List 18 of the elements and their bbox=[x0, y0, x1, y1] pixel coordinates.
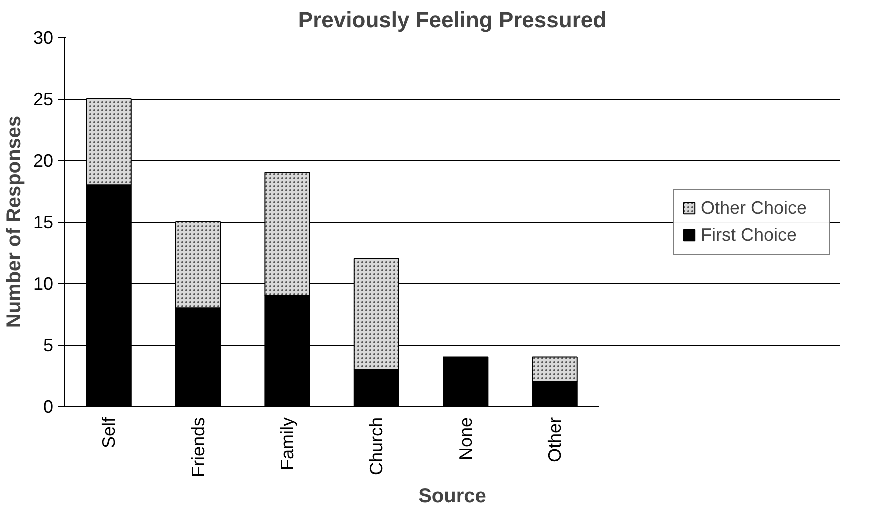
legend-label: Other Choice bbox=[701, 198, 808, 218]
x-tick-label: Self bbox=[99, 416, 120, 449]
y-tick-label: 10 bbox=[33, 274, 54, 294]
x-axis-title: Source bbox=[418, 486, 486, 508]
y-tick-label: 5 bbox=[43, 336, 54, 356]
y-tick-label: 25 bbox=[33, 90, 54, 110]
y-tick-label: 15 bbox=[33, 212, 54, 232]
x-tick-label: Friends bbox=[188, 417, 208, 478]
y-tick-label: 20 bbox=[33, 151, 54, 171]
x-tick-label: None bbox=[456, 418, 476, 461]
y-tick-label: 0 bbox=[43, 397, 54, 417]
chart-title: Previously Feeling Pressured bbox=[298, 8, 607, 32]
x-tick-label: Family bbox=[277, 418, 298, 470]
x-tick-label: Church bbox=[366, 417, 387, 476]
legend-label: First Choice bbox=[701, 224, 798, 246]
y-axis-title: Number of Responses bbox=[3, 116, 26, 328]
x-tick-label: Other bbox=[545, 417, 566, 463]
y-tick-label: 30 bbox=[33, 28, 54, 48]
